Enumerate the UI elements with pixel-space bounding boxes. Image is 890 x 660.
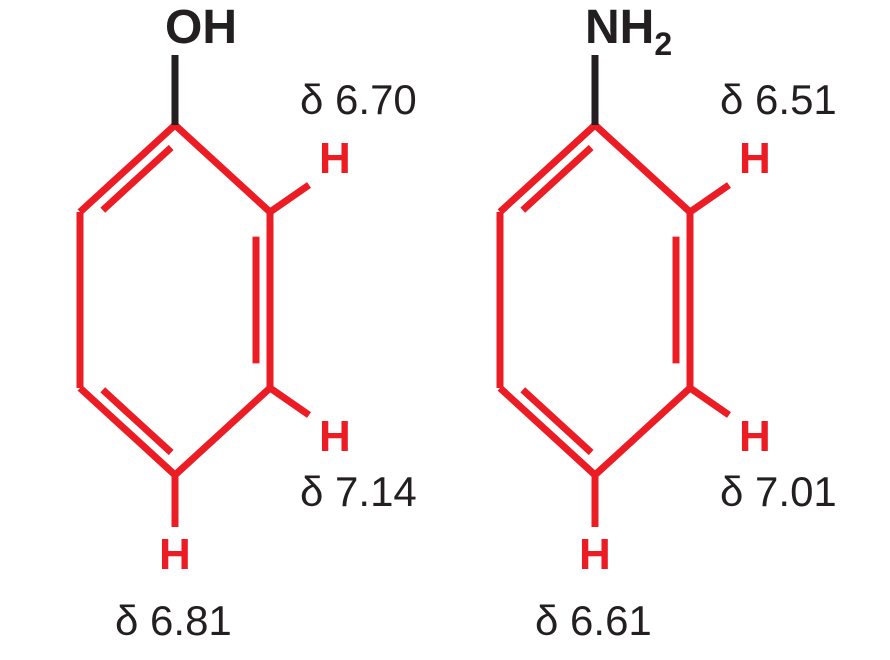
ring-bond — [595, 125, 690, 212]
h-label-ortho: H — [319, 134, 351, 183]
h-label-ortho: H — [739, 134, 771, 183]
ring-bond — [175, 388, 270, 475]
delta-meta: δ 7.14 — [300, 468, 417, 515]
ring-bond — [500, 125, 595, 212]
h-label-meta: H — [739, 412, 771, 461]
ring-bond — [80, 388, 175, 475]
h-label-para: H — [159, 530, 191, 579]
ring-bond — [595, 388, 690, 475]
h-bond-ortho — [690, 185, 729, 212]
h-label-para: H — [579, 530, 611, 579]
substituent-label: NH2 — [585, 1, 672, 62]
substituent-label: OH — [165, 1, 237, 54]
delta-ortho: δ 6.51 — [720, 76, 837, 123]
h-bond-ortho — [270, 185, 309, 212]
h-label-meta: H — [319, 412, 351, 461]
delta-para: δ 6.61 — [535, 597, 652, 644]
h-bond-meta — [690, 388, 729, 415]
h-bond-meta — [270, 388, 309, 415]
ring-bond — [500, 388, 595, 475]
delta-meta: δ 7.01 — [720, 468, 837, 515]
ring-bond — [175, 125, 270, 212]
delta-para: δ 6.81 — [115, 597, 232, 644]
ring-bond — [80, 125, 175, 212]
delta-ortho: δ 6.70 — [300, 76, 417, 123]
chemistry-diagram: OH H H Hδ 6.70 δ 7.14 δ 6.81 NH2 H H Hδ 6.51 δ 7.0… — [0, 0, 890, 660]
